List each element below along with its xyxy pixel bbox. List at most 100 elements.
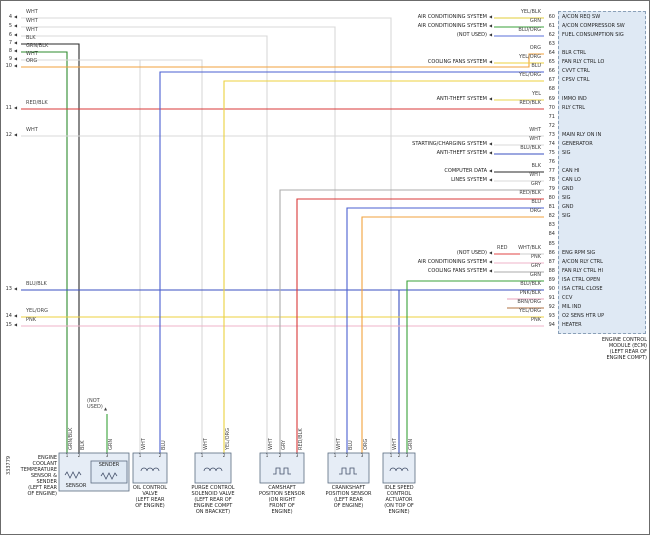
ecm-pin-number: 68 — [548, 86, 555, 92]
terminal-number: 2 — [77, 453, 81, 458]
off-page-arrow-icon: ◀ — [14, 132, 18, 137]
wire-color-label: YEL/BLK — [520, 9, 541, 15]
callout-system-label: AIR CONDITIONING SYSTEM — [417, 259, 487, 265]
callout-system-label: LINES SYSTEM — [451, 177, 487, 183]
ecm-pin-number: 94 — [548, 322, 555, 328]
callout-system-label: AIR CONDITIONING SYSTEM — [417, 23, 487, 29]
ecm-pin-number: 82 — [548, 213, 555, 219]
off-page-arrow-icon: ◀ — [14, 48, 18, 53]
component-caption-line: ENGINE COMPT — [193, 503, 233, 509]
wire-color-label: BLK — [26, 35, 36, 41]
component-caption-line: PURGE CONTROL — [191, 485, 235, 491]
wire-color-label: BLU — [531, 199, 541, 205]
left-connector-number: 5 — [8, 23, 12, 29]
not-used-label: (NOT — [87, 398, 100, 404]
callout-arrow-icon: ◀ — [489, 96, 493, 101]
component-caption-line: OIL CONTROL — [132, 485, 168, 491]
wire-color-label: YEL/ORG — [519, 308, 541, 314]
left-connector-number: 11 — [5, 105, 12, 111]
res-symbol — [100, 472, 118, 480]
component-caption-line: IDLE SPEED — [384, 485, 414, 491]
wire-color-label: BRN/ORG — [517, 299, 541, 305]
ecm-pin-label: SIG — [562, 195, 571, 201]
wire-color-label: WHT — [26, 127, 38, 133]
ecm-pin-number: 69 — [548, 96, 555, 102]
wire-color-label: GRY — [530, 263, 541, 269]
ecm-pin-label: CAN HI — [562, 168, 580, 174]
terminal-number: 3 — [105, 453, 109, 458]
ecm-pin-label: SIG — [562, 213, 571, 219]
callout-system-label: COOLING FANS SYSTEM — [427, 268, 487, 274]
component-caption-line: ENGINE) — [271, 509, 293, 515]
terminal-number: 3 — [360, 453, 364, 458]
left-connector-number: 10 — [5, 63, 12, 69]
ecm-pin-number: 67 — [548, 77, 555, 83]
callout-arrow-icon: ◀ — [489, 59, 493, 64]
ecm-pin-label: MIL IND — [562, 304, 582, 310]
wire-wht — [21, 35, 268, 453]
wire-color-label: PNK — [530, 254, 541, 260]
wire-blu — [159, 71, 544, 453]
component-caption-line: OF ENGINE) — [27, 491, 58, 497]
left-connector-number: 14 — [5, 313, 12, 319]
component-caption-line: POSITION SENSOR — [325, 491, 372, 497]
off-page-arrow-icon: ◀ — [14, 63, 18, 68]
wire-color-label: RED/BLK — [519, 190, 541, 196]
off-page-arrow-icon: ◀ — [14, 313, 18, 318]
wire-color-label: GRN — [529, 18, 541, 24]
wire-color-label: WHT — [529, 136, 541, 142]
not-used-label: USED) — [87, 404, 103, 410]
vertical-wire-label: GRN/BLK — [67, 427, 74, 450]
vertical-wire-label: WHT — [140, 438, 147, 450]
ecm-pin-label: GENERATOR — [562, 141, 593, 147]
wire-color-label: BLU — [531, 63, 541, 69]
vertical-wire-label: WHT — [202, 438, 209, 450]
ecm-pin-label: IMMO IND — [562, 96, 587, 102]
terminal-number: 2 — [158, 453, 162, 458]
off-page-arrow-icon: ◀ — [14, 14, 18, 19]
callout-arrow-icon: ◀ — [489, 168, 493, 173]
component-caption-line: VALVE — [142, 491, 158, 497]
ecm-pin-label: SIG — [562, 150, 571, 156]
wire-color-label: BLU/BLK — [26, 281, 47, 287]
ecm-pin-label: MAIN RLY ON IN — [562, 132, 602, 138]
ecm-pin-label: BLR CTRL — [562, 50, 587, 56]
ecm-pin-label: GND — [562, 204, 574, 210]
off-page-arrow-icon: ◀ — [14, 322, 18, 327]
callout-arrow-icon: ◀ — [489, 250, 493, 255]
ecm-pin-number: 60 — [548, 14, 555, 20]
ecm-pin-number: 86 — [548, 250, 555, 256]
terminal-number: 1 — [65, 453, 69, 458]
vertical-wire-label: BLK — [79, 440, 86, 451]
ecm-pin-number: 61 — [548, 23, 555, 29]
wire-grn — [406, 280, 544, 453]
ecm-pin-label: A/CON RLY CTRL — [562, 259, 603, 265]
ecm-pin-number: 76 — [548, 159, 555, 165]
ecm-pin-label: A/CON REQ SW — [562, 14, 601, 20]
terminal-number: 1 — [138, 453, 142, 458]
callout-arrow-icon: ◀ — [489, 259, 493, 264]
component-inner-label: SENDER — [98, 462, 120, 468]
wire-grn-blk — [21, 51, 68, 453]
vertical-wire-label: GRY — [280, 439, 287, 450]
ecm-pin-number: 77 — [548, 168, 555, 174]
terminal-number: 1 — [389, 453, 393, 458]
ecm-pin-label: GND — [562, 186, 574, 192]
ecm-pin-number: 79 — [548, 186, 555, 192]
wire-color-label: WHT — [26, 27, 38, 33]
callout-arrow-icon: ◀ — [489, 268, 493, 273]
callout-system-label: ANTI-THEFT SYSTEM — [436, 150, 487, 156]
component-caption-line: CONTROL — [386, 491, 412, 497]
component-caption-line: FRONT OF — [269, 503, 295, 509]
callout-arrow-icon: ◀ — [489, 150, 493, 155]
callout-system-label: (NOT USED) — [456, 250, 487, 256]
component-caption-line: (LEFT REAR — [135, 497, 165, 503]
ecm-pin-number: 63 — [548, 41, 555, 47]
component-caption-line: CRANKSHAFT — [331, 485, 366, 491]
terminal-number: 3 — [295, 453, 299, 458]
terminal-number: 1 — [333, 453, 337, 458]
wire-color-label: YEL — [532, 91, 541, 97]
ecm-pin-number: 89 — [548, 277, 555, 283]
ecm-pin-number: 91 — [548, 295, 555, 301]
component-box — [259, 452, 305, 484]
